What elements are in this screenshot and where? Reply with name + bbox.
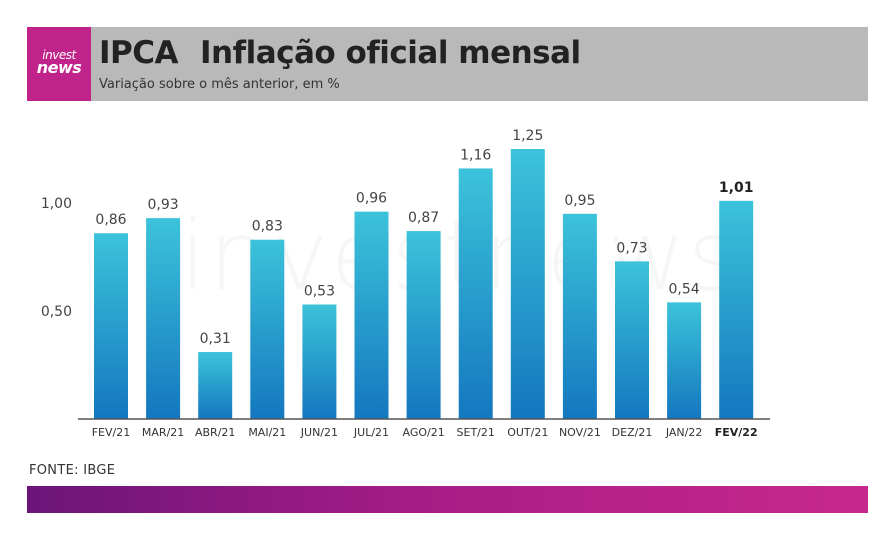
y-tick-label: 0,50 — [41, 304, 72, 320]
data-label: 0,93 — [148, 197, 179, 213]
bar-fev-22 — [719, 200, 754, 419]
x-tick-label: AGO/21 — [402, 426, 444, 439]
x-tick-label: JUN/21 — [300, 426, 338, 439]
x-tick-label: JUL/21 — [353, 426, 389, 439]
source-note: FONTE: IBGE — [29, 463, 116, 478]
logo-line-2: news — [36, 57, 82, 77]
x-tick-label: DEZ/21 — [612, 426, 653, 439]
bar-out-21 — [510, 149, 545, 419]
bar-jan-22 — [667, 302, 702, 419]
bar-fev-21 — [94, 233, 128, 419]
x-tick-label: JAN/22 — [665, 426, 703, 439]
x-tick-label: NOV/21 — [559, 426, 601, 439]
data-label: 1,16 — [460, 147, 491, 163]
bar-mar-21 — [146, 218, 181, 419]
bar-chart: 0,50 1,00 0,86 0,93 0,31 0,83 0,53 0,96 0,87 1,1… — [41, 128, 770, 439]
title-rest: Inflação oficial mensal — [200, 35, 581, 71]
bar-set-21 — [458, 168, 493, 419]
title-main: IPCA — [99, 35, 179, 71]
data-label: 0,31 — [200, 331, 231, 347]
chart-subtitle: Variação sobre o mês anterior, em % — [99, 77, 340, 92]
x-tick-label: FEV/22 — [715, 426, 758, 439]
logo-line-1: invest — [42, 47, 76, 62]
bar-jul-21 — [354, 211, 389, 419]
x-tick-label: SET/21 — [457, 426, 495, 439]
footer-bar — [27, 486, 868, 513]
x-tick-label: MAI/21 — [248, 426, 286, 439]
bar-ago-21 — [406, 231, 441, 419]
data-label: 0,83 — [252, 219, 283, 235]
bar-dez-21 — [615, 261, 649, 419]
x-tick-label: FEV/21 — [92, 426, 131, 439]
data-label: 0,86 — [95, 212, 126, 228]
data-label: 0,96 — [356, 191, 387, 207]
x-tick-label: OUT/21 — [507, 426, 548, 439]
bar-mai-21 — [250, 239, 285, 419]
data-label: 0,95 — [564, 193, 595, 209]
bar-jun-21 — [302, 304, 337, 419]
data-label: 0,73 — [616, 240, 647, 256]
data-label: 0,54 — [669, 281, 700, 297]
chart-title: IPCA Inflação oficial mensal — [99, 35, 581, 71]
chart-header: invest news IPCA Inflação oficial mensal … — [27, 27, 868, 101]
investnews-logo: invest news — [27, 27, 91, 101]
data-label: 1,01 — [719, 180, 754, 196]
data-label: 0,53 — [304, 284, 335, 300]
bar-nov-21 — [562, 213, 597, 419]
x-tick-label: ABR/21 — [195, 426, 235, 439]
data-label: 1,25 — [512, 128, 543, 144]
data-label: 0,87 — [408, 210, 439, 226]
y-tick-label: 1,00 — [41, 196, 72, 212]
x-tick-label: MAR/21 — [142, 426, 184, 439]
bar-abr-21 — [198, 352, 233, 419]
